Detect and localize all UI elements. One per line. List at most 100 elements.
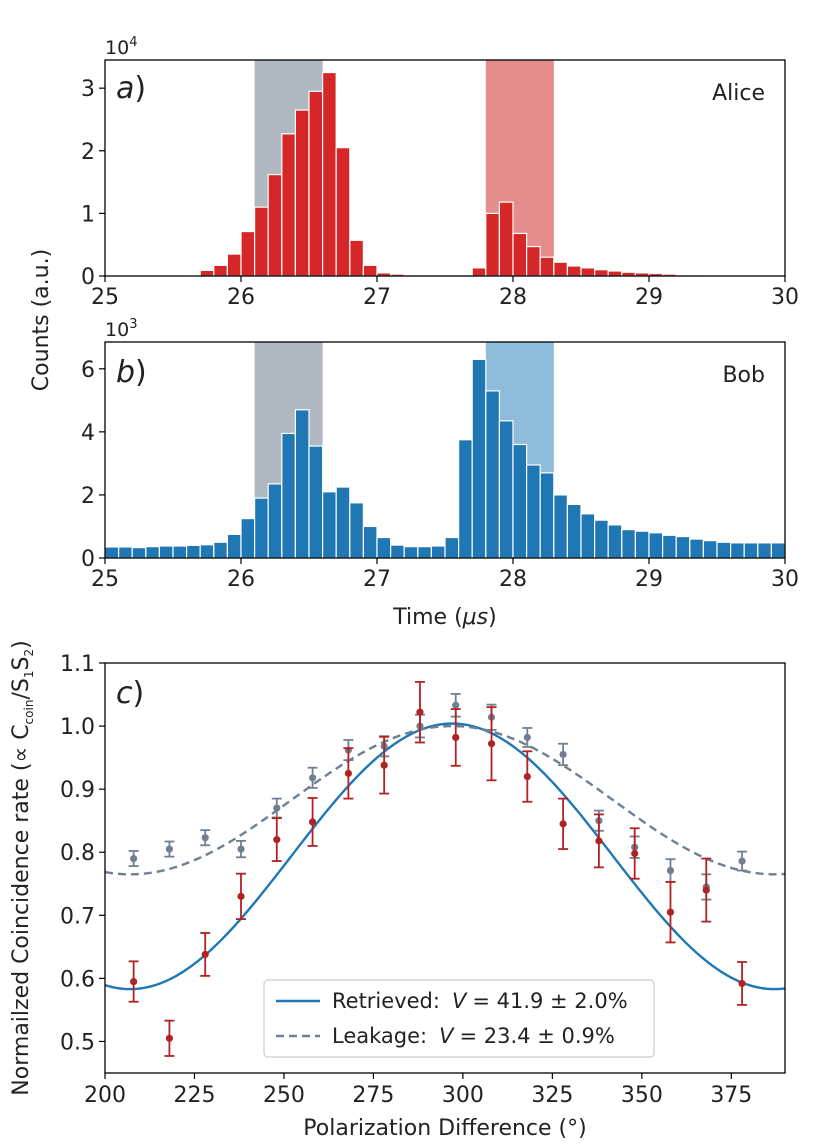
bar	[145, 546, 161, 559]
panel-b: 25 26 27 28 29 30 0 2 4 6 103 b) Bob Time (μs)	[81, 317, 799, 630]
legend-box	[263, 979, 655, 1058]
bar	[226, 253, 242, 277]
panel-c-xticks: 200 225 250 275 300 325 350 375	[84, 1073, 752, 1108]
y-tick-label: 0.8	[60, 841, 95, 866]
data-point	[452, 701, 460, 709]
panel-c-frame	[104, 662, 786, 1074]
y-tick-label: 0	[81, 265, 95, 290]
data-point	[130, 977, 138, 986]
bar	[390, 544, 405, 559]
y-tick-label: 3	[81, 77, 95, 102]
bar	[525, 464, 541, 559]
bar	[743, 542, 759, 559]
bar	[770, 542, 786, 559]
x-tick-label: 375	[710, 1083, 752, 1108]
bar	[648, 532, 664, 559]
bar	[199, 544, 215, 559]
panel-a: 25 26 27 28 29 30 0 1 2 3 104 a) Alice	[81, 35, 799, 310]
data-point	[237, 892, 245, 900]
bar	[661, 534, 677, 559]
bar	[430, 545, 446, 559]
x-tick-label: 350	[621, 1083, 663, 1108]
y-tick-label: 1	[81, 202, 95, 227]
bar	[485, 212, 500, 277]
x-tick-label: 27	[363, 285, 391, 310]
data-point	[130, 854, 138, 863]
bar	[281, 432, 296, 559]
panel-c-points	[128, 681, 748, 1057]
bar	[267, 173, 283, 277]
data-point	[559, 750, 567, 759]
bar	[308, 445, 324, 559]
bar	[362, 525, 378, 559]
data-point	[738, 857, 746, 865]
data-point	[523, 733, 531, 742]
bar	[335, 486, 351, 559]
data-point	[237, 845, 245, 853]
bar	[525, 245, 541, 277]
bar	[580, 267, 596, 277]
bar	[322, 491, 337, 559]
bar	[498, 201, 514, 277]
panel-c-legend: Retrieved: V = 41.9 ± 2.0% Leakage: V = 23.4…	[263, 979, 655, 1058]
bar	[580, 513, 596, 559]
bar	[376, 536, 392, 559]
panel-b-xticks: 25 26 27 28 29 30	[91, 558, 799, 592]
bar	[403, 546, 419, 559]
y-tick-label: 0.7	[60, 904, 95, 929]
fit-curve-leakage	[104, 724, 786, 876]
data-point	[416, 708, 424, 716]
bar	[186, 544, 201, 559]
panel-b-xlabel: Time (μs)	[392, 605, 496, 630]
panel-b-frame	[104, 341, 786, 559]
x-tick-label: 28	[499, 285, 527, 310]
data-point	[273, 836, 281, 844]
bar	[254, 206, 269, 277]
x-tick-label: 200	[84, 1083, 126, 1108]
bar	[485, 390, 500, 559]
bar	[349, 502, 364, 559]
panel-a-label: a)	[116, 71, 146, 106]
y-tick-label: 1.1	[60, 652, 95, 677]
x-tick-label: 30	[771, 285, 799, 310]
bar	[607, 524, 623, 559]
data-point	[452, 733, 460, 742]
bar	[689, 538, 704, 559]
panel-b-bars	[104, 358, 786, 559]
data-point	[702, 886, 710, 894]
bar	[553, 261, 568, 277]
panel-c-label: c)	[116, 676, 144, 711]
bar	[213, 541, 229, 559]
bar	[117, 546, 133, 559]
y-tick-label: 1.0	[60, 715, 95, 740]
panel-c: 200 225 250 275 300 325 350 375 0.5 0.6 0.7 0.8 0.9…	[9, 640, 786, 1141]
bar	[444, 536, 460, 559]
y-tick-label: 6	[81, 358, 95, 383]
bar	[593, 269, 609, 277]
bar	[458, 439, 473, 559]
data-point	[308, 818, 317, 826]
x-tick-label: 26	[227, 285, 255, 310]
bar	[593, 519, 609, 559]
panel-a-frame	[104, 59, 786, 277]
bar	[172, 545, 188, 559]
bar	[281, 133, 296, 277]
bar	[254, 497, 269, 559]
data-point	[165, 1034, 174, 1042]
bar	[757, 542, 772, 559]
bar	[335, 147, 351, 277]
panel-c-xlabel: Polarization Difference (°)	[303, 1116, 586, 1141]
y-tick-label: 4	[81, 421, 95, 446]
data-point	[487, 740, 496, 748]
bar	[131, 546, 147, 559]
bar	[240, 230, 256, 277]
bar	[566, 503, 582, 559]
panel-b-title: Bob	[722, 363, 765, 388]
y-tick-label: 2	[81, 140, 95, 165]
bar	[294, 409, 310, 559]
panel-c-fits	[104, 722, 786, 991]
data-point	[738, 979, 746, 988]
x-tick-label: 29	[635, 285, 663, 310]
y-tick-label: 0	[81, 547, 95, 572]
x-tick-label: 225	[173, 1083, 215, 1108]
